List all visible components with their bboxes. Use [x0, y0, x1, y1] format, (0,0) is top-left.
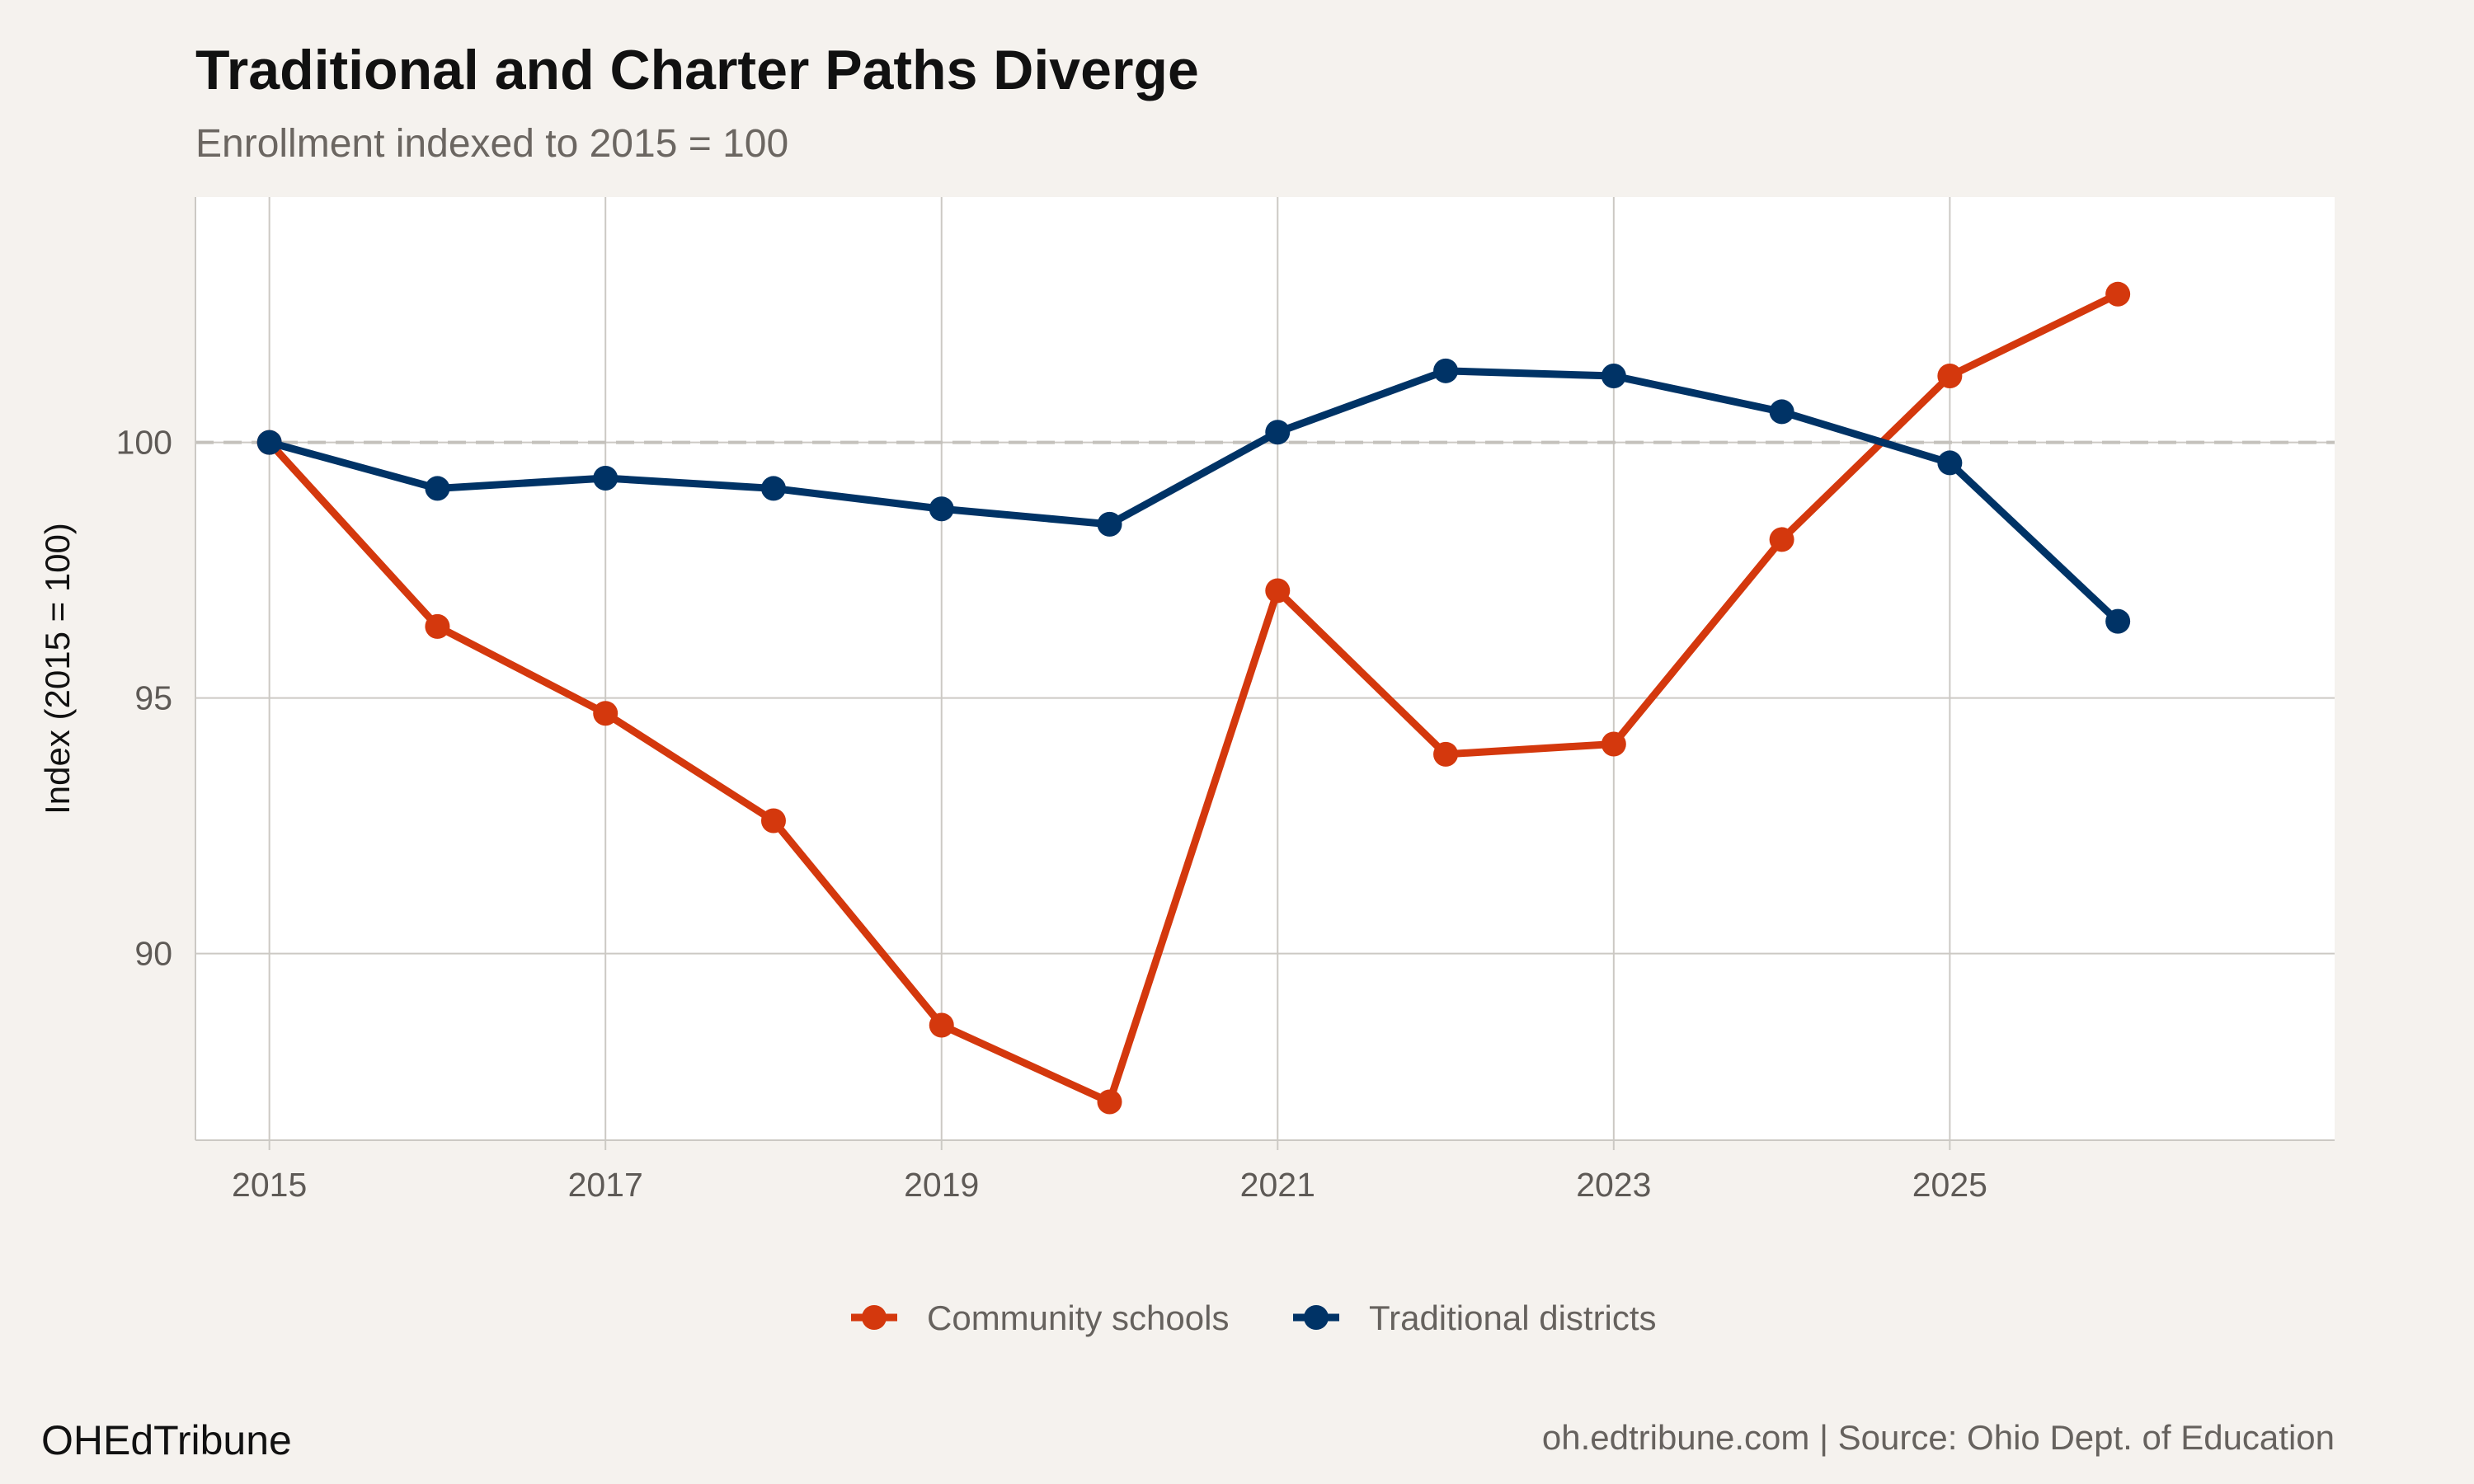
data-point: [1433, 741, 1459, 767]
chart-title: Traditional and Charter Paths Diverge: [195, 39, 1199, 101]
data-point: [425, 613, 450, 639]
data-point: [1601, 364, 1626, 389]
legend-key-point: [1304, 1305, 1329, 1330]
data-point: [1097, 1089, 1122, 1115]
data-point: [1265, 578, 1291, 603]
data-point: [1097, 511, 1122, 537]
data-point: [1937, 450, 1963, 476]
y-axis-title: Index (2015 = 100): [38, 523, 77, 815]
data-point: [760, 808, 786, 834]
data-point: [760, 476, 786, 501]
x-tick-label: 2015: [232, 1166, 307, 1204]
legend-label: Community schools: [927, 1298, 1229, 1337]
data-point: [2105, 281, 2131, 307]
data-point: [256, 430, 282, 455]
data-point: [593, 701, 618, 726]
x-tick-label: 2025: [1912, 1166, 1987, 1204]
data-point: [1433, 358, 1459, 383]
data-point: [1937, 364, 1963, 389]
legend-key-point: [862, 1305, 887, 1330]
series-line: [266, 367, 2122, 626]
y-tick-label: 90: [134, 935, 172, 973]
legend: Community schools Traditional districts: [851, 1298, 1657, 1337]
x-tick-label: 2021: [1240, 1166, 1315, 1204]
data-point: [1769, 399, 1794, 425]
series-traditional-districts: [256, 358, 2131, 634]
series: [256, 281, 2131, 1115]
data-point: [1265, 420, 1291, 445]
x-tick-label: 2017: [568, 1166, 643, 1204]
y-tick-label: 100: [116, 424, 172, 462]
series-line: [266, 290, 2122, 1106]
source-caption: oh.edtribune.com | Source: Ohio Dept. of…: [1542, 1418, 2335, 1457]
plot-panel: [195, 197, 2335, 1140]
x-tick-label: 2023: [1576, 1166, 1651, 1204]
y-tick-label: 95: [134, 679, 172, 717]
data-point: [1601, 731, 1626, 757]
data-point: [1769, 527, 1794, 552]
data-point: [2105, 608, 2131, 634]
series-community-schools: [256, 281, 2131, 1115]
data-point: [593, 466, 618, 491]
x-tick-label: 2019: [904, 1166, 979, 1204]
legend-label: Traditional districts: [1369, 1298, 1657, 1337]
brand-label: OHEdTribune: [41, 1417, 292, 1463]
axes: 2015 2017 2019 2021 2023 2025 90 95 100: [116, 197, 2335, 1204]
chart-subtitle: Enrollment indexed to 2015 = 100: [195, 122, 788, 166]
data-point: [425, 476, 450, 501]
data-point: [929, 1012, 954, 1038]
data-point: [929, 496, 954, 522]
